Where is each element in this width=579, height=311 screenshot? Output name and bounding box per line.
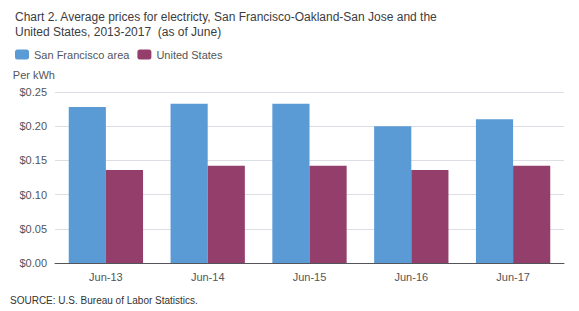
svg-text:$0.00: $0.00 xyxy=(19,257,47,269)
svg-text:San Francisco area: San Francisco area xyxy=(34,49,130,61)
svg-text:$0.20: $0.20 xyxy=(19,120,47,132)
svg-text:Chart 2. Average prices for el: Chart 2. Average prices for electricty, … xyxy=(15,10,437,24)
svg-text:United States, 2013-2017 (as: United States, 2013-2017 (as of June) xyxy=(15,25,221,39)
svg-text:$0.10: $0.10 xyxy=(19,189,47,201)
svg-text:$0.05: $0.05 xyxy=(19,223,47,235)
svg-text:Jun-14: Jun-14 xyxy=(191,271,225,283)
svg-text:United States: United States xyxy=(156,49,223,61)
svg-text:Jun-13: Jun-13 xyxy=(89,271,123,283)
svg-text:$0.15: $0.15 xyxy=(19,154,47,166)
svg-text:SOURCE: U.S. Bureau of Labor S: SOURCE: U.S. Bureau of Labor Statistics. xyxy=(10,295,198,306)
svg-text:Per kWh: Per kWh xyxy=(13,69,55,81)
svg-text:Jun-15: Jun-15 xyxy=(293,271,327,283)
svg-text:$0.25: $0.25 xyxy=(19,86,47,98)
svg-text:Jun-16: Jun-16 xyxy=(394,271,428,283)
svg-text:Jun-17: Jun-17 xyxy=(496,271,530,283)
